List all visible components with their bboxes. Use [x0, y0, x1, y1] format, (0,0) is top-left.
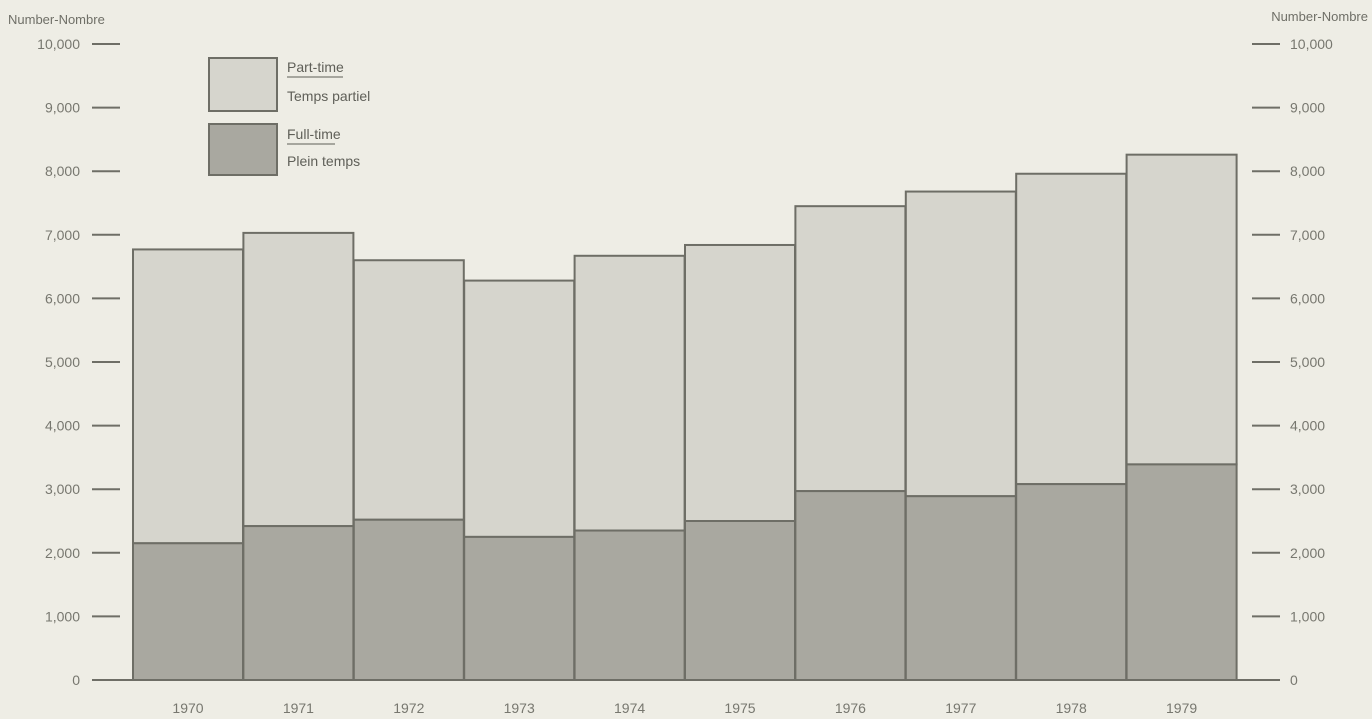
x-tick-label-1972: 1972	[393, 700, 424, 716]
bar-part-time-1972	[352, 259, 465, 521]
right-tick-label-9000: 9,000	[1290, 100, 1325, 116]
bars-group	[132, 153, 1238, 682]
left-tick-label-10000: 10,000	[37, 36, 80, 52]
right-tick-label-3000: 3,000	[1290, 481, 1325, 497]
bar-part-time-1977	[904, 190, 1017, 498]
left-tick-label-6000: 6,000	[45, 290, 80, 306]
bar-full-time-1972	[352, 518, 465, 682]
left-tick-label-5000: 5,000	[45, 354, 80, 370]
left-tick-label-2000: 2,000	[45, 545, 80, 561]
bar-part-time-1978	[1015, 172, 1128, 486]
right-tick-label-10000: 10,000	[1290, 36, 1333, 52]
bar-full-time-1973	[463, 535, 576, 682]
x-tick-label-1975: 1975	[724, 700, 755, 716]
legend-label-part-time-en: Part-time	[287, 59, 344, 75]
right-axis-title: Number-Nombre	[1271, 9, 1368, 24]
right-tick-label-1000: 1,000	[1290, 608, 1325, 624]
right-tick-label-5000: 5,000	[1290, 354, 1325, 370]
bar-part-time-1979	[1125, 153, 1238, 466]
bar-part-time-1976	[794, 205, 907, 493]
bar-part-time-1975	[684, 243, 796, 522]
bar-full-time-1979	[1125, 463, 1238, 681]
x-tick-label-1979: 1979	[1166, 700, 1197, 716]
x-tick-label-1978: 1978	[1056, 700, 1087, 716]
right-tick-label-7000: 7,000	[1290, 227, 1325, 243]
bar-full-time-1975	[684, 520, 796, 681]
x-tick-label-1977: 1977	[945, 700, 976, 716]
left-axis-title: Number-Nombre	[8, 12, 105, 27]
x-tick-label-1973: 1973	[504, 700, 535, 716]
bar-full-time-1977	[904, 495, 1017, 682]
bar-full-time-1976	[794, 490, 907, 681]
bar-full-time-1974	[573, 529, 686, 681]
left-tick-label-1000: 1,000	[45, 608, 80, 624]
left-tick-label-8000: 8,000	[45, 163, 80, 179]
legend-label-part-time-fr: Temps partiel	[287, 88, 370, 104]
legend-swatch-part-time	[208, 57, 278, 112]
bar-full-time-1978	[1015, 483, 1128, 681]
left-tick-label-0: 0	[72, 672, 80, 688]
bar-part-time-1970	[132, 248, 244, 545]
x-tick-label-1970: 1970	[172, 700, 203, 716]
x-axis: 1970 1971 1972 1973 1974 1975 1976 1977 1978 1979	[172, 700, 1197, 716]
legend-label-full-time-fr: Plein temps	[287, 153, 360, 169]
left-y-axis: 0 1,000 2,000 3,000 4,000 5,000 6,000 7,000 8,00…	[37, 36, 120, 688]
bar-full-time-1971	[242, 525, 355, 682]
bar-full-time-1970	[132, 542, 244, 682]
bar-part-time-1973	[463, 279, 576, 538]
left-tick-label-9000: 9,000	[45, 100, 80, 116]
right-tick-label-8000: 8,000	[1290, 163, 1325, 179]
x-tick-label-1976: 1976	[835, 700, 866, 716]
right-tick-label-4000: 4,000	[1290, 418, 1325, 434]
right-tick-label-2000: 2,000	[1290, 545, 1325, 561]
left-tick-label-3000: 3,000	[45, 481, 80, 497]
legend: Part-time Temps partiel Full-time Plein …	[208, 57, 370, 176]
left-tick-label-7000: 7,000	[45, 227, 80, 243]
x-tick-label-1974: 1974	[614, 700, 645, 716]
bar-part-time-1974	[573, 254, 686, 532]
x-tick-label-1971: 1971	[283, 700, 314, 716]
left-tick-label-4000: 4,000	[45, 418, 80, 434]
bar-part-time-1971	[242, 231, 355, 528]
right-tick-label-6000: 6,000	[1290, 290, 1325, 306]
legend-label-full-time-en: Full-time	[287, 126, 341, 142]
legend-swatch-full-time	[208, 123, 278, 176]
right-tick-label-0: 0	[1290, 672, 1298, 688]
right-y-axis: 0 1,000 2,000 3,000 4,000 5,000 6,000 7,000 8,00…	[1252, 36, 1333, 688]
